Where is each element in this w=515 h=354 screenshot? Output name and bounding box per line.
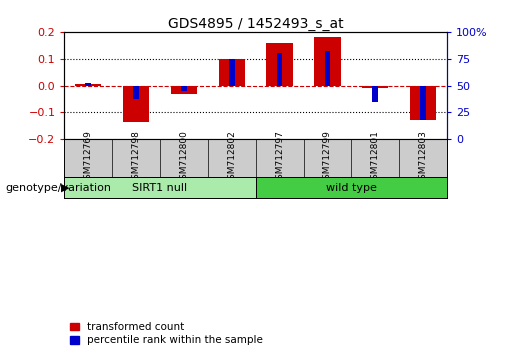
Bar: [133, 86, 139, 99]
Text: GSM712798: GSM712798: [132, 131, 141, 185]
Bar: [64, 177, 255, 198]
Text: GSM712800: GSM712800: [179, 131, 188, 185]
Bar: [75, 84, 101, 86]
Text: GSM712769: GSM712769: [84, 131, 93, 185]
Text: wild type: wild type: [326, 183, 377, 193]
Text: GSM712797: GSM712797: [275, 131, 284, 185]
Bar: [362, 86, 388, 88]
Text: GSM712801: GSM712801: [371, 131, 380, 185]
Bar: [171, 86, 197, 93]
Title: GDS4895 / 1452493_s_at: GDS4895 / 1452493_s_at: [168, 17, 344, 31]
Bar: [181, 86, 187, 91]
Text: GSM712803: GSM712803: [419, 131, 427, 185]
Text: GSM712802: GSM712802: [227, 131, 236, 185]
Text: SIRT1 null: SIRT1 null: [132, 183, 187, 193]
Bar: [266, 42, 293, 86]
Bar: [85, 84, 91, 86]
Bar: [219, 59, 245, 86]
Bar: [410, 86, 436, 120]
Bar: [277, 53, 283, 86]
Bar: [229, 59, 235, 86]
Legend: transformed count, percentile rank within the sample: transformed count, percentile rank withi…: [70, 322, 263, 345]
Text: GSM712799: GSM712799: [323, 131, 332, 185]
Bar: [314, 37, 340, 86]
Bar: [372, 86, 378, 102]
Bar: [123, 86, 149, 122]
Bar: [420, 86, 426, 120]
Bar: [324, 51, 330, 86]
Bar: [255, 177, 447, 198]
Text: genotype/variation: genotype/variation: [5, 183, 111, 193]
Text: ▶: ▶: [61, 183, 70, 193]
